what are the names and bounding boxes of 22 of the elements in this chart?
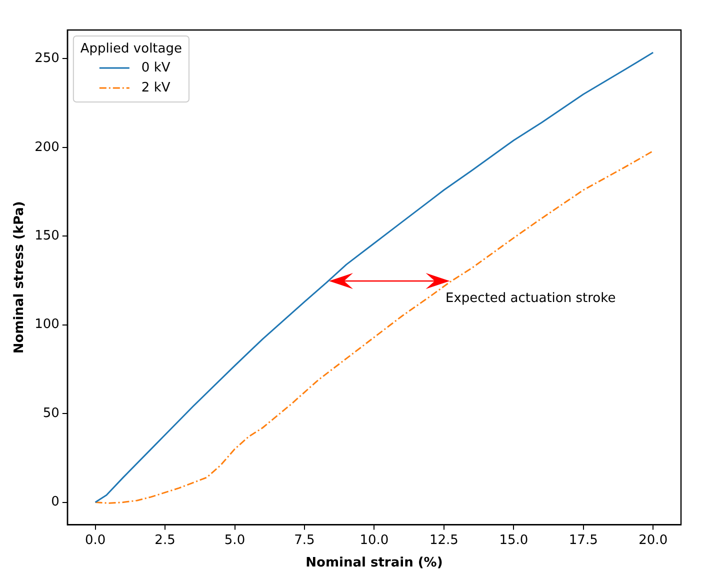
y-tick-label: 0 — [51, 494, 60, 510]
x-tick-label: 15.0 — [499, 532, 528, 548]
legend-label: 2 kV — [141, 80, 170, 96]
y-tick-label: 250 — [34, 51, 60, 66]
x-tick-label: 17.5 — [568, 532, 598, 548]
x-tick-label: 0.0 — [84, 532, 106, 548]
y-tick-label: 200 — [34, 140, 60, 155]
x-tick-label: 5.0 — [224, 532, 246, 548]
legend-label: 0 kV — [141, 60, 170, 76]
x-axis-title: Nominal strain (%) — [306, 556, 443, 571]
x-tick-label: 12.5 — [429, 532, 458, 548]
y-tick-label: 100 — [34, 317, 60, 332]
annotation: Expected actuation stroke — [446, 290, 616, 306]
legend-title: Applied voltage — [80, 41, 182, 56]
x-tick-label: 2.5 — [154, 532, 176, 548]
y-tick-label: 50 — [42, 406, 60, 421]
x-tick-label: 20.0 — [638, 532, 668, 548]
y-tick-label: 150 — [34, 228, 60, 244]
line-series — [94, 150, 654, 504]
y-axis-title: Nominal stress (kPa) — [12, 201, 28, 354]
x-tick-label: 7.5 — [294, 532, 315, 548]
x-tick-label: 10.0 — [360, 532, 389, 548]
